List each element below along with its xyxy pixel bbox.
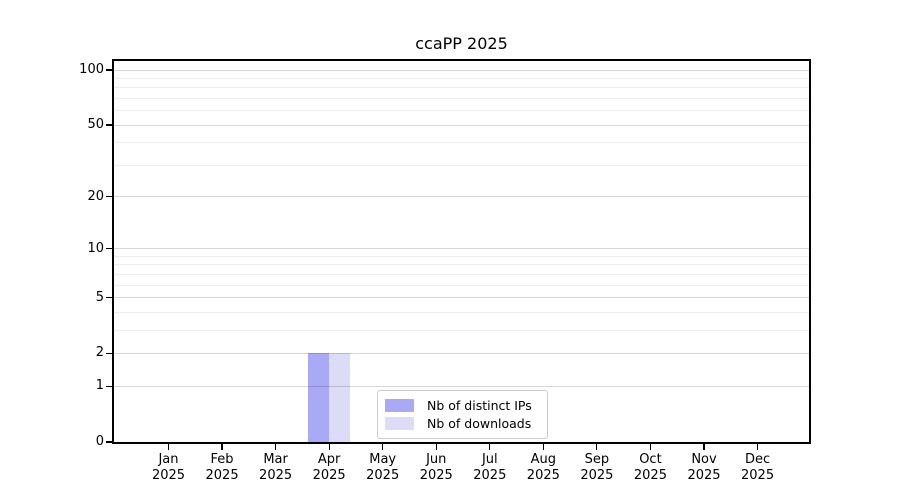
- x-tick-year: 2025: [366, 468, 400, 483]
- x-tick: [703, 444, 705, 450]
- legend-swatch-downloads-icon: [385, 417, 414, 430]
- x-tick-label-mar: Mar 2025: [249, 452, 303, 484]
- x-tick: [328, 444, 330, 450]
- y-tick: [106, 352, 112, 355]
- gridline-major: [114, 69, 809, 71]
- x-tick-month: Jun: [426, 452, 447, 467]
- x-tick: [382, 444, 384, 450]
- x-tick: [542, 444, 544, 450]
- y-tick: [106, 296, 112, 299]
- x-tick-label-oct: Oct 2025: [623, 452, 677, 484]
- bar-nb-of-downloads-apr: [329, 353, 351, 442]
- y-tick: [106, 69, 112, 71]
- y-tick-label: 100: [79, 62, 104, 77]
- y-tick: [106, 248, 112, 250]
- x-tick-label-apr: Apr 2025: [302, 452, 356, 484]
- y-tick-label: 2: [95, 345, 104, 361]
- y-tick: [106, 195, 112, 198]
- x-tick-month: Oct: [639, 452, 662, 467]
- x-tick-year: 2025: [151, 468, 186, 483]
- chart-title: ccaPP 2025: [415, 34, 508, 53]
- x-tick: [275, 444, 277, 450]
- y-tick-label: 1: [95, 378, 104, 394]
- x-tick: [221, 444, 223, 450]
- y-tick-label: 10: [87, 240, 104, 256]
- x-tick-year: 2025: [687, 468, 721, 483]
- x-tick-label-jan: Jan 2025: [142, 452, 196, 484]
- x-tick: [167, 444, 170, 450]
- x-tick-month: Feb: [210, 452, 234, 467]
- gridline-minor: [114, 164, 809, 166]
- x-tick-year: 2025: [580, 468, 614, 483]
- legend-label-distinct-ips: Nb of distinct IPs: [427, 398, 532, 413]
- x-tick-month: Jul: [481, 452, 498, 467]
- gridline-major: [114, 196, 809, 198]
- gridline-minor: [114, 97, 809, 99]
- legend-swatch-distinct-ips-icon: [385, 399, 414, 412]
- x-tick-month: Dec: [744, 452, 771, 467]
- x-tick: [649, 444, 652, 450]
- x-tick-month: Jan: [158, 452, 179, 467]
- y-tick-label: 50: [87, 117, 104, 133]
- x-tick-year: 2025: [312, 468, 346, 483]
- x-tick-label-aug: Aug 2025: [516, 452, 570, 484]
- x-tick-label-nov: Nov 2025: [677, 452, 731, 484]
- y-tick: [106, 124, 112, 126]
- gridline-minor: [114, 77, 809, 79]
- gridline-minor: [114, 284, 809, 286]
- x-tick-label-sep: Sep 2025: [570, 452, 624, 484]
- x-tick-year: 2025: [741, 468, 775, 483]
- gridline-major: [114, 385, 809, 387]
- x-tick: [596, 444, 598, 450]
- legend-label-downloads: Nb of downloads: [427, 416, 532, 431]
- bar-nb-of-distinct-ips-apr: [308, 353, 330, 442]
- gridline-major: [114, 124, 809, 126]
- y-tick: [106, 441, 112, 443]
- x-tick-year: 2025: [526, 468, 560, 483]
- x-tick-year: 2025: [633, 468, 667, 483]
- legend: Nb of distinct IPs Nb of downloads: [377, 390, 548, 439]
- gridline-major: [114, 352, 809, 354]
- x-tick-month: Sep: [584, 452, 610, 467]
- x-tick-month: Aug: [530, 452, 557, 467]
- x-tick-label-jun: Jun 2025: [409, 452, 463, 484]
- y-tick: [106, 385, 112, 387]
- x-tick: [756, 444, 759, 450]
- x-tick-month: May: [369, 452, 397, 467]
- gridline-major: [114, 248, 809, 250]
- gridline-major: [114, 297, 809, 299]
- y-tick-label: 0: [95, 434, 104, 449]
- x-tick-label-jul: Jul 2025: [463, 452, 517, 484]
- gridline-minor: [114, 255, 809, 257]
- y-tick-label: 20: [87, 188, 104, 204]
- x-tick-label-feb: Feb 2025: [195, 452, 249, 484]
- x-tick-year: 2025: [473, 468, 507, 483]
- x-tick-year: 2025: [259, 468, 293, 483]
- x-tick-year: 2025: [419, 468, 453, 483]
- gridline-minor: [114, 142, 809, 144]
- x-tick: [489, 444, 491, 450]
- gridline-minor: [114, 110, 809, 112]
- x-tick-month: Mar: [263, 452, 288, 467]
- x-tick: [435, 444, 437, 450]
- gridline-minor: [114, 264, 809, 266]
- x-tick-label-may: May 2025: [356, 452, 410, 484]
- x-tick-year: 2025: [205, 468, 239, 483]
- x-tick-month: Nov: [691, 452, 717, 467]
- legend-entry-distinct-ips: Nb of distinct IPs: [385, 397, 539, 414]
- gridline-minor: [114, 311, 809, 313]
- legend-entry-downloads: Nb of downloads: [385, 415, 539, 432]
- gridline-minor: [114, 329, 809, 331]
- y-tick-label: 5: [95, 289, 104, 305]
- x-tick-label-dec: Dec 2025: [731, 452, 785, 484]
- gridline-minor: [114, 87, 809, 89]
- x-tick-month: Apr: [317, 452, 341, 467]
- gridline-minor: [114, 273, 809, 275]
